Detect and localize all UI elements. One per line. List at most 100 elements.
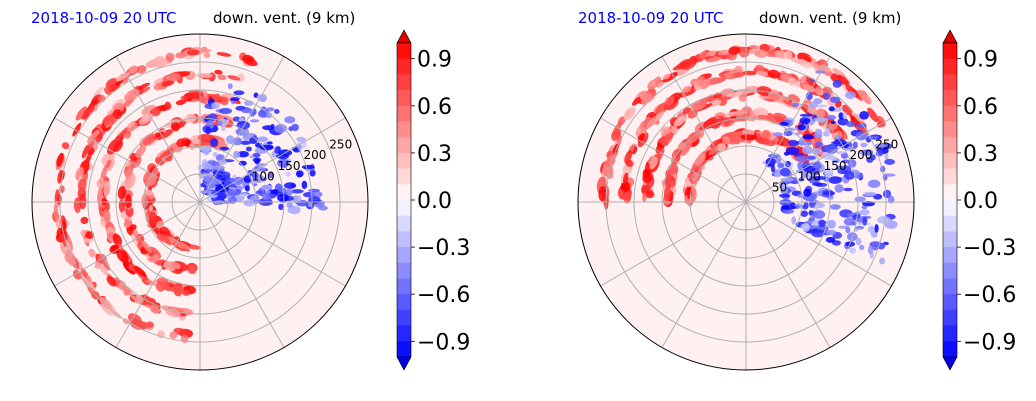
- negative-cell: [825, 236, 836, 243]
- negative-cell: [803, 188, 812, 197]
- positive-cell: [754, 49, 768, 58]
- colorbar-tick-label: 0.9: [963, 48, 998, 73]
- positive-cell: [642, 168, 651, 178]
- negative-cell: [243, 100, 254, 106]
- negative-cell: [842, 112, 848, 120]
- negative-cell: [237, 151, 249, 158]
- positive-cell: [728, 46, 741, 56]
- colorbar-segment: [397, 215, 411, 232]
- positive-cell: [105, 159, 112, 169]
- positive-cell: [178, 120, 187, 126]
- positive-cell: [664, 96, 675, 106]
- polar-chart-panel-1: 2018-10-09 20 UTC down. vent. (9 km) 100…: [31, 9, 470, 371]
- negative-cell: [884, 153, 889, 161]
- positive-cell: [740, 134, 757, 141]
- angular-gridline: [115, 56, 201, 203]
- positive-cell: [75, 106, 88, 121]
- negative-cell: [779, 193, 791, 198]
- positive-cell: [654, 76, 662, 84]
- colorbar-segment: [397, 325, 411, 342]
- negative-cell: [217, 192, 227, 200]
- positive-cell: [160, 80, 175, 87]
- colorbar-segment: [943, 278, 957, 295]
- positive-cell: [148, 166, 156, 174]
- negative-cell: [249, 119, 260, 123]
- angular-gridline: [600, 117, 747, 203]
- positive-cell: [649, 156, 658, 170]
- positive-cell: [242, 57, 258, 67]
- angular-gridline: [661, 56, 747, 203]
- positive-cell: [814, 86, 823, 94]
- positive-cell: [214, 69, 223, 75]
- negative-cell: [240, 128, 248, 136]
- negative-cell: [203, 169, 211, 174]
- positive-cell: [611, 122, 622, 138]
- negative-cell: [236, 120, 251, 130]
- negative-cell: [854, 225, 865, 230]
- negative-cell: [813, 161, 823, 170]
- positive-cell: [682, 85, 692, 93]
- chart-variable-title: down. vent. (9 km): [759, 9, 902, 27]
- positive-cell: [186, 49, 200, 56]
- positive-cell: [642, 192, 647, 203]
- colorbar-tick-label: 0.3: [963, 142, 998, 167]
- negative-cell: [836, 151, 846, 155]
- negative-cell: [226, 135, 235, 144]
- positive-cell: [670, 180, 677, 188]
- colorbar-tick-label: 0.6: [417, 95, 452, 120]
- positive-cell: [112, 109, 123, 120]
- negative-cell: [772, 132, 784, 137]
- radial-tick-label: 50: [772, 180, 787, 194]
- colorbar-segment: [397, 294, 411, 311]
- positive-cell: [124, 89, 140, 102]
- negative-cell: [827, 219, 836, 229]
- negative-cell: [255, 190, 263, 195]
- positive-cell: [738, 48, 750, 58]
- positive-cell: [783, 50, 793, 60]
- negative-cell: [211, 179, 223, 185]
- negative-cell: [231, 99, 236, 105]
- positive-cell: [114, 277, 121, 285]
- angular-gridline: [199, 56, 285, 203]
- negative-cell: [814, 141, 824, 147]
- negative-cell: [844, 171, 856, 180]
- positive-cell: [716, 143, 726, 152]
- colorbar-segment: [943, 74, 957, 91]
- positive-cell: [124, 194, 132, 209]
- negative-cell: [230, 97, 240, 101]
- negative-cell: [778, 181, 786, 189]
- negative-cell: [309, 169, 316, 177]
- positive-cell: [96, 178, 105, 189]
- positive-cell: [749, 44, 759, 50]
- positive-cell: [661, 132, 674, 146]
- positive-cell: [115, 71, 131, 82]
- negative-cell: [832, 79, 842, 88]
- negative-cell: [799, 113, 813, 117]
- negative-cell: [843, 217, 856, 226]
- negative-cell: [212, 170, 224, 175]
- radial-tick-label: 250: [875, 137, 898, 151]
- positive-cell: [89, 248, 96, 257]
- polar-frame: [577, 33, 915, 371]
- polar-chart-panel-2: 2018-10-09 20 UTC down. vent. (9 km) 50 1…: [546, 0, 1036, 401]
- negative-cell: [802, 223, 810, 232]
- positive-cell: [133, 265, 147, 277]
- angular-gridline: [661, 201, 747, 348]
- positive-cell: [722, 136, 731, 145]
- positive-cell: [753, 107, 769, 118]
- negative-cell: [845, 121, 856, 128]
- positive-cell: [867, 107, 879, 123]
- colorbar-segment: [397, 58, 411, 75]
- positive-cell: [53, 204, 59, 222]
- negative-cell: [825, 144, 839, 154]
- negative-cell: [815, 70, 826, 74]
- positive-cell: [107, 232, 115, 239]
- radial-tick-label: 100: [252, 170, 275, 184]
- negative-cell: [212, 152, 218, 157]
- negative-cell: [221, 171, 231, 179]
- negative-cell: [219, 146, 230, 151]
- negative-cell: [843, 187, 853, 192]
- positive-cell: [112, 233, 123, 246]
- positive-cell: [624, 150, 633, 164]
